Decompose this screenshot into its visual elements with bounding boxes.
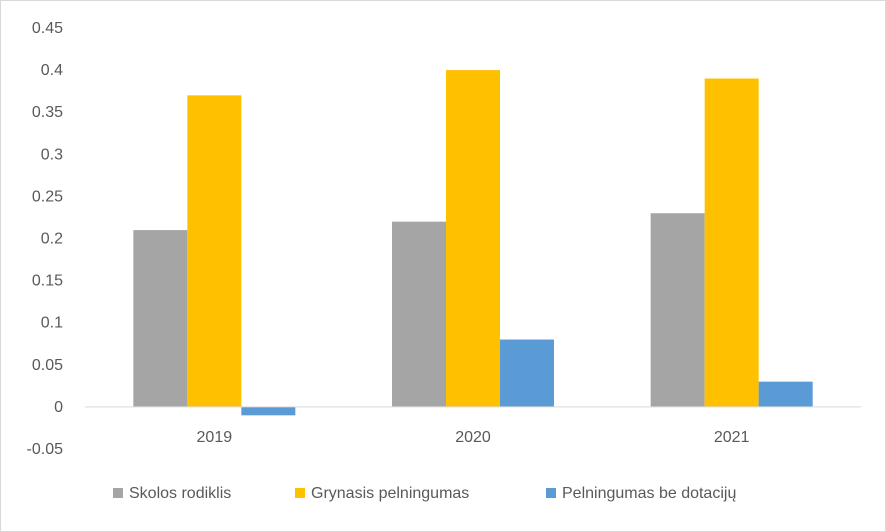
x-category-label: 2019	[197, 429, 233, 446]
legend-swatch	[295, 488, 305, 498]
bar-grynasis-pelningumas-2020	[446, 70, 500, 407]
y-tick-label: 0.15	[32, 273, 63, 290]
bar-pelningumas-be-dotacij--2019	[241, 406, 296, 416]
x-axis: 2019 2020 2021	[197, 429, 750, 446]
x-category-label: 2020	[455, 429, 491, 446]
legend-label: Pelningumas be dotacijų	[562, 485, 736, 502]
bar-skolos-rodiklis-2021	[650, 213, 705, 407]
y-tick-label: -0.05	[27, 441, 64, 458]
y-tick-label: 0.2	[41, 231, 63, 248]
bars	[133, 70, 813, 416]
bar-pelningumas-be-dotacij--2021	[758, 381, 813, 407]
bar-grynasis-pelningumas-2021	[704, 78, 759, 407]
x-category-label: 2021	[714, 429, 750, 446]
y-tick-label: 0.45	[32, 20, 63, 37]
legend-item: Grynasis pelningumas	[295, 485, 469, 502]
legend-swatch	[546, 488, 556, 498]
legend-swatch	[113, 488, 123, 498]
bar-skolos-rodiklis-2019	[133, 230, 188, 407]
legend-label: Skolos rodiklis	[129, 485, 231, 502]
y-tick-label: 0.25	[32, 188, 63, 205]
y-tick-label: 0	[54, 399, 63, 416]
legend-item: Pelningumas be dotacijų	[546, 485, 736, 502]
bar-pelningumas-be-dotacij--2020	[500, 339, 554, 407]
y-tick-label: 0.35	[32, 104, 63, 121]
bar-grynasis-pelningumas-2019	[187, 95, 242, 407]
legend-label: Grynasis pelningumas	[311, 485, 469, 502]
y-tick-label: 0.4	[41, 62, 63, 79]
legend-item: Skolos rodiklis	[113, 485, 231, 502]
legend: Skolos rodiklis Grynasis pelningumas Pelni…	[113, 485, 736, 502]
bar-skolos-rodiklis-2020	[392, 221, 446, 407]
y-tick-label: 0.1	[41, 315, 63, 332]
y-tick-label: 0.3	[41, 146, 63, 163]
y-axis: 0.45 0.4 0.35 0.3 0.25 0.2 0.15 0.1 0.05 0 -0.05	[27, 20, 64, 458]
y-tick-label: 0.05	[32, 357, 63, 374]
